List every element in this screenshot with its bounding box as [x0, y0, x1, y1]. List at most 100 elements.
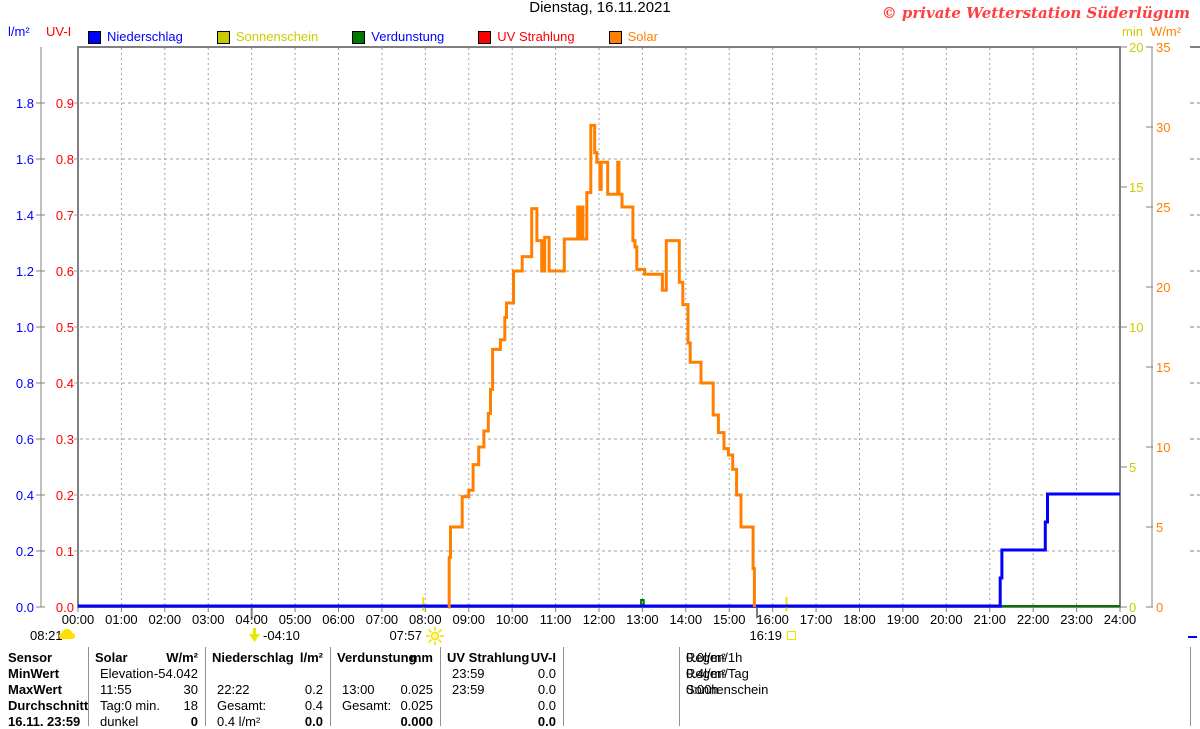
axis-unit-sunshine: min — [1122, 24, 1143, 39]
table-cell-value: 0.025 — [400, 698, 433, 713]
sunset-square-icon — [787, 631, 796, 640]
solar-tick-label: 30 — [1156, 120, 1171, 135]
legend-item: Solar — [608, 30, 658, 44]
sunshine-tick-label: 0 — [1129, 600, 1137, 615]
uv-tick-label: 0.7 — [55, 208, 74, 223]
table-divider — [1190, 647, 1191, 726]
hour-label: 20:00 — [930, 612, 963, 627]
uv-tick-label: 0.5 — [55, 320, 74, 335]
page-title: Dienstag, 16.11.2021 — [529, 0, 671, 16]
sunshine-tick-label: 15 — [1129, 180, 1144, 195]
sunshine-tick-label: 10 — [1129, 320, 1144, 335]
rain-tick-label: 1.8 — [15, 96, 34, 111]
sunset-time-label: 16:19 — [749, 628, 782, 643]
table-col-unit: UV-I — [530, 650, 556, 665]
legend: Niederschlag Sonnenschein Verdunstung UV St… — [88, 30, 658, 44]
table-extra-value: 0:00h — [686, 682, 719, 697]
rain-line — [78, 492, 1120, 608]
table-extra-name: Sonnenschein — [686, 682, 769, 697]
solar-tick-label: 15 — [1156, 360, 1171, 375]
hour-label: 02:00 — [148, 612, 182, 627]
table-divider — [679, 647, 680, 726]
rain-tick-label: 0.2 — [15, 544, 34, 559]
table-cell-name: 0.4 l/m² — [217, 714, 261, 729]
table-col-unit: W/m² — [166, 650, 198, 665]
table-col-name: Solar — [95, 650, 128, 665]
table-cell-name: 11:55 — [100, 682, 132, 697]
uv-tick-label: 0.6 — [55, 264, 74, 279]
legend-swatch — [216, 30, 230, 44]
legend-label: Sonnenschein — [235, 29, 319, 44]
hour-label: 03:00 — [191, 612, 225, 627]
copyright: © private Wetterstation Süderlügum — [881, 4, 1190, 22]
hour-label: 00:00 — [61, 612, 95, 627]
legend-swatch — [478, 30, 492, 44]
rain-dash-mark — [1188, 636, 1197, 638]
rain-tick-label: 1.2 — [15, 264, 34, 279]
table-extra-name: Regen/1h — [686, 650, 743, 665]
sunshine-tick-label: 20 — [1129, 40, 1144, 55]
hour-label: 14:00 — [669, 612, 703, 627]
hour-label: 01:00 — [105, 612, 138, 627]
legend-item: Niederschlag — [88, 30, 183, 44]
solar-tick-label: 5 — [1156, 520, 1164, 535]
table-cell-value: -54.042 — [153, 666, 198, 681]
rain-tick-label: 0.6 — [15, 432, 34, 447]
table-cell-name: Gesamt: — [342, 698, 392, 713]
sunrise-time-label: 07:57 — [389, 628, 422, 643]
table-divider — [205, 647, 206, 726]
table-cell-value: 0.2 — [304, 682, 323, 697]
table-cell-value: 0 — [190, 714, 198, 729]
arrow-time-label: -04:10 — [263, 628, 300, 643]
solar-line — [447, 123, 756, 609]
table-cell-value: 0.0 — [304, 714, 323, 729]
table-cell-name: 23:59 — [452, 682, 485, 697]
solar-tick-label: 20 — [1156, 280, 1171, 295]
table-row-label: Durchschnitt — [8, 698, 89, 713]
table-col-name: Niederschlag — [212, 650, 294, 665]
table-divider — [440, 647, 441, 726]
table-col-name: Verdunstung — [337, 650, 417, 665]
solar-tick-label: 0 — [1156, 600, 1164, 615]
legend-label: Verdunstung — [371, 29, 445, 44]
uv-tick-label: 0.4 — [55, 376, 74, 391]
table-row-label: MinWert — [8, 666, 60, 681]
sunshine-tick-label: 5 — [1129, 460, 1137, 475]
table-row-label: Sensor — [8, 650, 53, 665]
hour-label: 24:00 — [1103, 612, 1137, 627]
rain-tick-label: 0.0 — [15, 600, 34, 615]
hour-label: 05:00 — [278, 612, 312, 627]
legend-label: Niederschlag — [107, 29, 183, 44]
cloud-time-label: 08:21 — [30, 628, 63, 643]
hour-label: 15:00 — [712, 612, 746, 627]
hour-label: 09:00 — [452, 612, 486, 627]
solar-tick-label: 25 — [1156, 200, 1171, 215]
hour-label: 16:00 — [756, 612, 789, 627]
table-col-name: UV Strahlung — [447, 650, 530, 665]
hour-label: 11:00 — [539, 612, 572, 627]
axis-unit-solar: W/m² — [1150, 24, 1182, 39]
uv-tick-label: 0.3 — [55, 432, 74, 447]
axis-unit-rain: l/m² — [8, 24, 30, 39]
hour-label: 19:00 — [886, 612, 920, 627]
legend-item: Sonnenschein — [216, 29, 319, 44]
table-divider — [563, 647, 564, 726]
table-cell-name: Tag:0 min. — [100, 698, 160, 713]
table-divider — [330, 647, 331, 726]
rain-tick-label: 1.6 — [15, 152, 34, 167]
hour-label: 21:00 — [973, 612, 1007, 627]
table-cell-value: 0.0 — [537, 682, 556, 697]
hour-label: 06:00 — [322, 612, 355, 627]
legend-item: Verdunstung — [352, 30, 444, 44]
table-extra-value: 0.4l/m² — [686, 666, 726, 681]
table-extra-name: Regen/Tag — [686, 666, 749, 681]
rain-tick-label: 0.4 — [15, 488, 34, 503]
hour-label: 10:00 — [495, 612, 529, 627]
solar-tick-label: 10 — [1156, 440, 1171, 455]
hour-label: 07:00 — [365, 612, 399, 627]
table-cell-value: 0.0 — [537, 666, 556, 681]
hour-label: 17:00 — [799, 612, 833, 627]
hour-label: 18:00 — [843, 612, 876, 627]
